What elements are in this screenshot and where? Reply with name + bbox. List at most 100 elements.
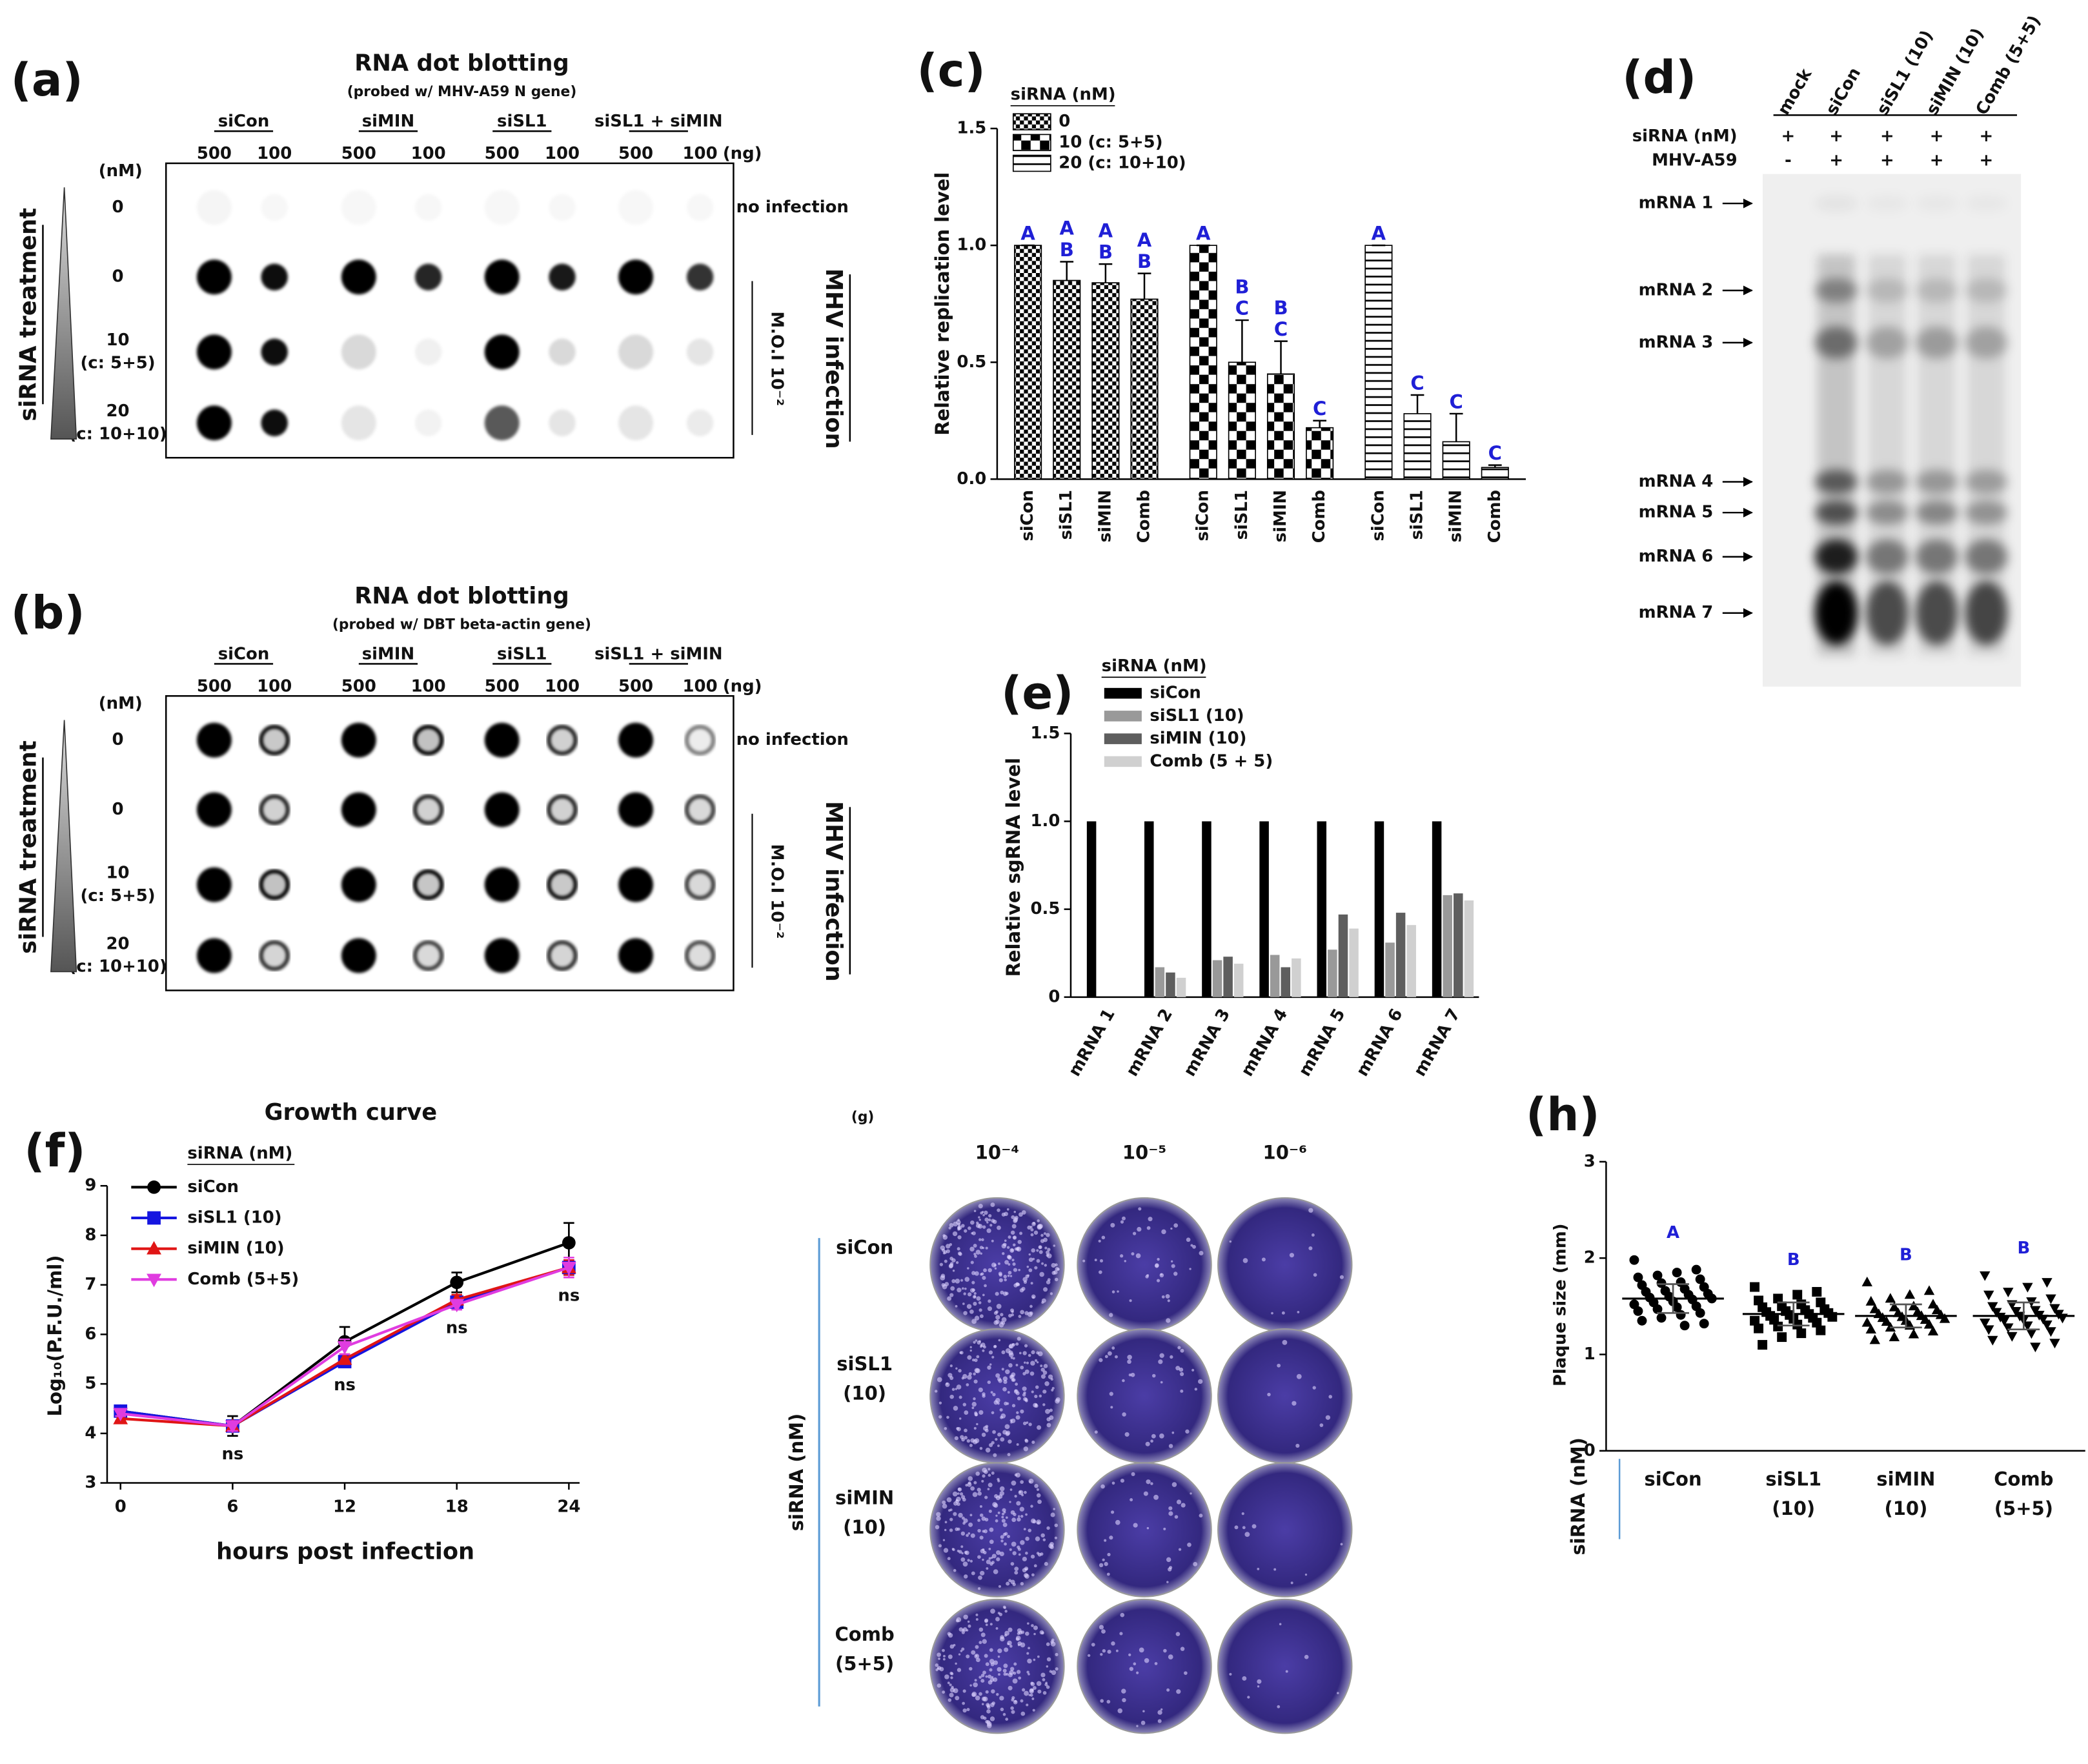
plaque — [1100, 1484, 1105, 1489]
significance-letter: C — [1274, 318, 1288, 340]
plaque — [980, 1674, 985, 1678]
plaque — [1016, 1501, 1021, 1506]
plaque — [1136, 1671, 1139, 1674]
dot-spot — [547, 869, 578, 900]
significance-letter: C — [1235, 297, 1249, 319]
dot-spot — [259, 794, 290, 826]
plaque — [989, 1703, 995, 1707]
plaque — [986, 1723, 992, 1729]
bar — [1349, 928, 1359, 997]
plaque — [964, 1410, 969, 1415]
plaque — [1037, 1219, 1040, 1222]
amount-label: 100 — [545, 144, 580, 163]
plaque — [1024, 1690, 1029, 1696]
plaque — [950, 1286, 955, 1291]
plaque — [1229, 1240, 1232, 1243]
marker — [1629, 1255, 1639, 1265]
plaque — [1036, 1493, 1041, 1498]
plaque — [977, 1555, 981, 1559]
plaque — [985, 1246, 988, 1250]
x-tick-label: siSL1 — [1408, 490, 1427, 540]
plaque — [1099, 1563, 1104, 1568]
plaque — [1020, 1515, 1024, 1518]
plaque — [1199, 1514, 1203, 1518]
marker — [1796, 1328, 1807, 1339]
dot-spot — [341, 334, 376, 370]
legend-swatch — [1104, 711, 1142, 722]
panel-label: (h) — [1526, 1088, 1600, 1141]
marker — [1885, 1293, 1896, 1303]
marker — [2042, 1278, 2053, 1288]
plaque — [1033, 1658, 1036, 1661]
plaque — [946, 1415, 949, 1419]
plaque — [1004, 1278, 1007, 1282]
plaque — [998, 1673, 1000, 1676]
plaque — [1020, 1310, 1024, 1315]
dot-spot — [259, 869, 290, 900]
plaque — [1146, 1226, 1151, 1230]
gel-band — [1915, 539, 1958, 574]
plaque — [990, 1202, 995, 1208]
plaque — [991, 1355, 995, 1359]
gel-band — [1814, 326, 1858, 359]
plaque — [1257, 1685, 1260, 1688]
plaque — [1184, 1671, 1188, 1675]
plaque — [1110, 1222, 1115, 1228]
plaque — [953, 1406, 958, 1411]
marker — [1672, 1268, 1682, 1278]
marker — [1758, 1340, 1768, 1350]
gel-band — [1865, 326, 1909, 359]
plaque — [977, 1587, 981, 1590]
plaque — [1034, 1359, 1038, 1362]
plaque — [963, 1292, 966, 1295]
legend-label: siSL1 (10) — [187, 1208, 281, 1227]
dot-spot — [196, 867, 232, 902]
dose-label: 0 — [112, 730, 124, 749]
marker — [1679, 1321, 1690, 1331]
plaque — [1024, 1490, 1027, 1494]
plaque — [981, 1432, 986, 1437]
gel-band — [1915, 500, 1958, 525]
plaque — [973, 1372, 976, 1375]
plaque — [960, 1545, 964, 1548]
row-mark: + — [1930, 150, 1944, 170]
plaque — [982, 1558, 984, 1561]
gel-band — [1915, 580, 1958, 645]
plaque — [1009, 1501, 1011, 1503]
plaque — [1029, 1693, 1033, 1697]
plaque — [1122, 1379, 1125, 1383]
plaque — [1157, 1257, 1160, 1261]
plaque — [966, 1383, 969, 1386]
plaque — [1178, 1548, 1182, 1551]
plaque — [1011, 1698, 1015, 1702]
plaque — [1267, 1392, 1271, 1397]
band-label: mRNA 1 — [1639, 194, 1714, 213]
plaque — [984, 1654, 988, 1658]
plaque — [1019, 1212, 1023, 1217]
plaque — [1031, 1440, 1035, 1444]
plaque — [1173, 1223, 1179, 1228]
plaque — [1044, 1561, 1048, 1566]
legend-label: siMIN (10) — [187, 1239, 284, 1258]
row-label: (10) — [843, 1516, 886, 1538]
plaque — [1024, 1574, 1029, 1579]
plaque — [955, 1367, 958, 1370]
plaque — [994, 1267, 997, 1270]
dot-spot — [547, 794, 578, 826]
marker — [1812, 1317, 1822, 1328]
plaque — [1004, 1607, 1006, 1609]
marker — [2049, 1304, 2060, 1314]
plaque — [1026, 1265, 1029, 1268]
plaque — [949, 1242, 953, 1246]
plaque — [1033, 1230, 1039, 1235]
plaque — [957, 1235, 962, 1240]
x-tick-label: (10) — [1884, 1497, 1927, 1519]
dot-spot — [196, 405, 232, 441]
plaque — [990, 1608, 995, 1614]
plaque — [1051, 1670, 1057, 1676]
plaque — [1304, 1654, 1309, 1659]
dose-label: 10 — [106, 330, 130, 350]
amount-label: 500 — [618, 676, 653, 696]
plaque — [1002, 1376, 1008, 1381]
plaque — [958, 1369, 962, 1373]
